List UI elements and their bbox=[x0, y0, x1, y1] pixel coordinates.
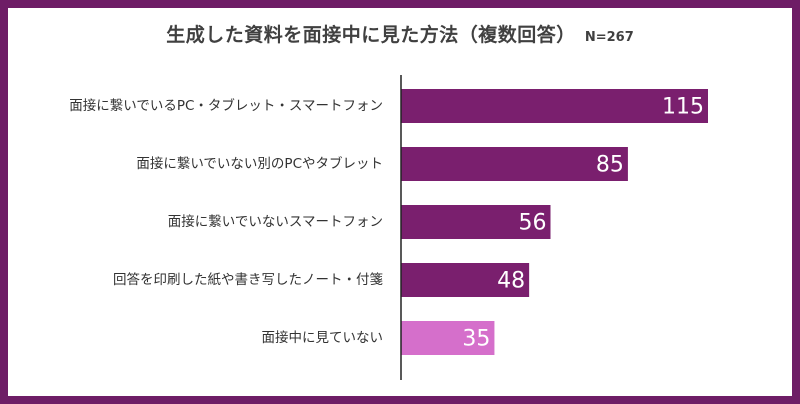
bar-5 bbox=[401, 321, 495, 355]
value-label-1: 115 bbox=[662, 95, 704, 120]
chart-header: 生成した資料を面接中に見た方法（複数回答） N=267 bbox=[0, 20, 800, 47]
value-label-3: 56 bbox=[518, 211, 546, 236]
category-label-5: 面接中に見ていない bbox=[262, 329, 384, 346]
category-label-1: 面接に繋いでいるPC・タブレット・スマートフォン bbox=[69, 97, 383, 114]
category-label-3: 面接に繋いでいないスマートフォン bbox=[168, 213, 383, 230]
value-label-4: 48 bbox=[497, 269, 525, 294]
bar-1 bbox=[401, 89, 708, 123]
category-labels-group: 面接に繋いでいるPC・タブレット・スマートフォン面接に繋いでいない別のPCやタブ… bbox=[69, 97, 383, 346]
value-labels-group: 115 85 56 48 35 bbox=[462, 95, 704, 352]
bar-4 bbox=[401, 263, 530, 297]
bars-group bbox=[401, 89, 708, 355]
chart-title: 生成した資料を面接中に見た方法（複数回答） bbox=[166, 24, 576, 46]
category-label-4: 回答を印刷した紙や書き写したノート・付箋 bbox=[113, 271, 383, 288]
value-label-5: 35 bbox=[462, 327, 490, 352]
chart-subtitle: N=267 bbox=[584, 30, 634, 45]
value-label-2: 85 bbox=[596, 153, 624, 178]
bar-2 bbox=[401, 147, 628, 181]
bar-3 bbox=[401, 205, 551, 239]
category-label-2: 面接に繋いでいない別のPCやタブレット bbox=[136, 155, 383, 172]
